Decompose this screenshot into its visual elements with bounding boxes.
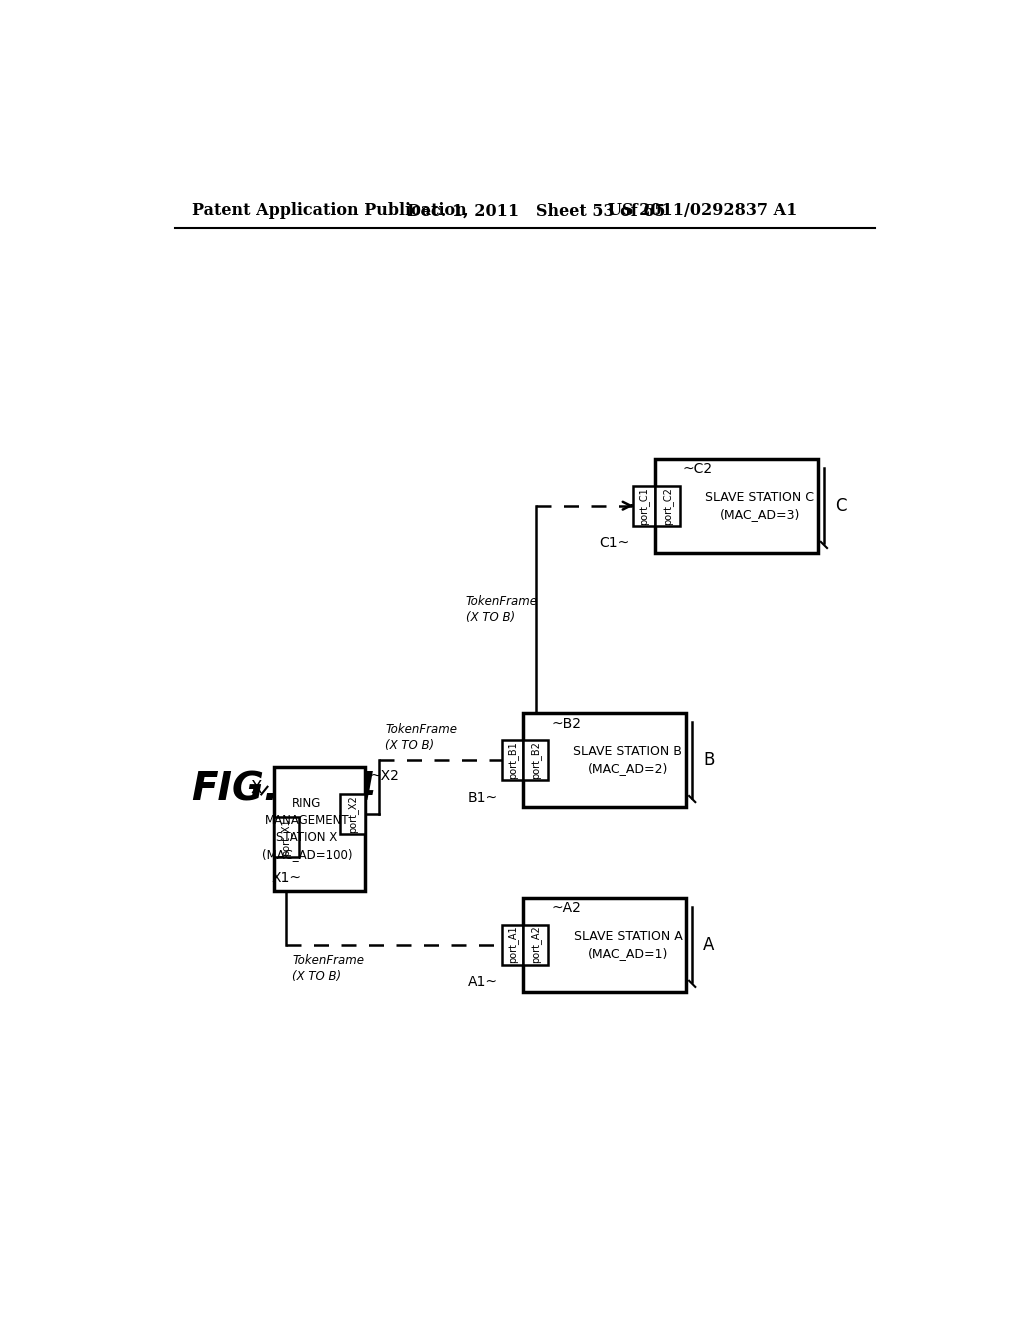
Bar (502, 924, 523, 965)
Bar (340, 793, 366, 834)
Text: TokenFrame
(X TO B): TokenFrame (X TO B) (292, 954, 365, 983)
Text: port_C1: port_C1 (639, 487, 649, 524)
Text: port_X1: port_X1 (281, 818, 292, 855)
Text: RING
MANAGEMENT
STATION X
(MAC_AD=100): RING MANAGEMENT STATION X (MAC_AD=100) (262, 797, 352, 861)
Text: C1~: C1~ (599, 536, 630, 550)
Text: X1~: X1~ (271, 871, 301, 884)
Bar (273, 817, 299, 857)
Bar (502, 739, 523, 780)
Text: port_B2: port_B2 (530, 741, 541, 779)
Text: ~A2: ~A2 (551, 902, 581, 915)
Bar (523, 898, 686, 991)
Bar (655, 486, 680, 525)
Text: port_A2: port_A2 (530, 925, 541, 964)
Bar (655, 459, 818, 553)
Text: B: B (703, 751, 715, 768)
Text: FIG.17-4: FIG.17-4 (191, 771, 376, 809)
Text: ~X2: ~X2 (369, 768, 399, 783)
Text: port_A1: port_A1 (507, 925, 518, 964)
Text: US 2011/0292837 A1: US 2011/0292837 A1 (608, 202, 798, 219)
Text: Patent Application Publication: Patent Application Publication (191, 202, 466, 219)
Text: B1~: B1~ (468, 791, 498, 805)
Bar (523, 924, 548, 965)
Bar (523, 713, 686, 807)
Text: C: C (835, 496, 846, 515)
Bar (633, 486, 655, 525)
Text: X: X (251, 779, 262, 797)
Bar (273, 767, 366, 891)
Text: TokenFrame
(X TO B): TokenFrame (X TO B) (466, 595, 538, 624)
Text: port_B1: port_B1 (507, 741, 518, 779)
Text: port_C2: port_C2 (662, 487, 673, 524)
Text: TokenFrame
(X TO B): TokenFrame (X TO B) (385, 723, 458, 752)
Text: A1~: A1~ (468, 975, 498, 990)
Text: ~C2: ~C2 (683, 462, 713, 477)
Text: A: A (703, 936, 715, 953)
Text: SLAVE STATION C
(MAC_AD=3): SLAVE STATION C (MAC_AD=3) (706, 491, 814, 520)
Text: Dec. 1, 2011   Sheet 53 of 65: Dec. 1, 2011 Sheet 53 of 65 (407, 202, 666, 219)
Text: port_X2: port_X2 (347, 795, 358, 833)
Text: SLAVE STATION A
(MAC_AD=1): SLAVE STATION A (MAC_AD=1) (573, 929, 682, 960)
Bar (523, 739, 548, 780)
Text: SLAVE STATION B
(MAC_AD=2): SLAVE STATION B (MAC_AD=2) (573, 744, 682, 775)
Text: ~B2: ~B2 (551, 717, 582, 730)
